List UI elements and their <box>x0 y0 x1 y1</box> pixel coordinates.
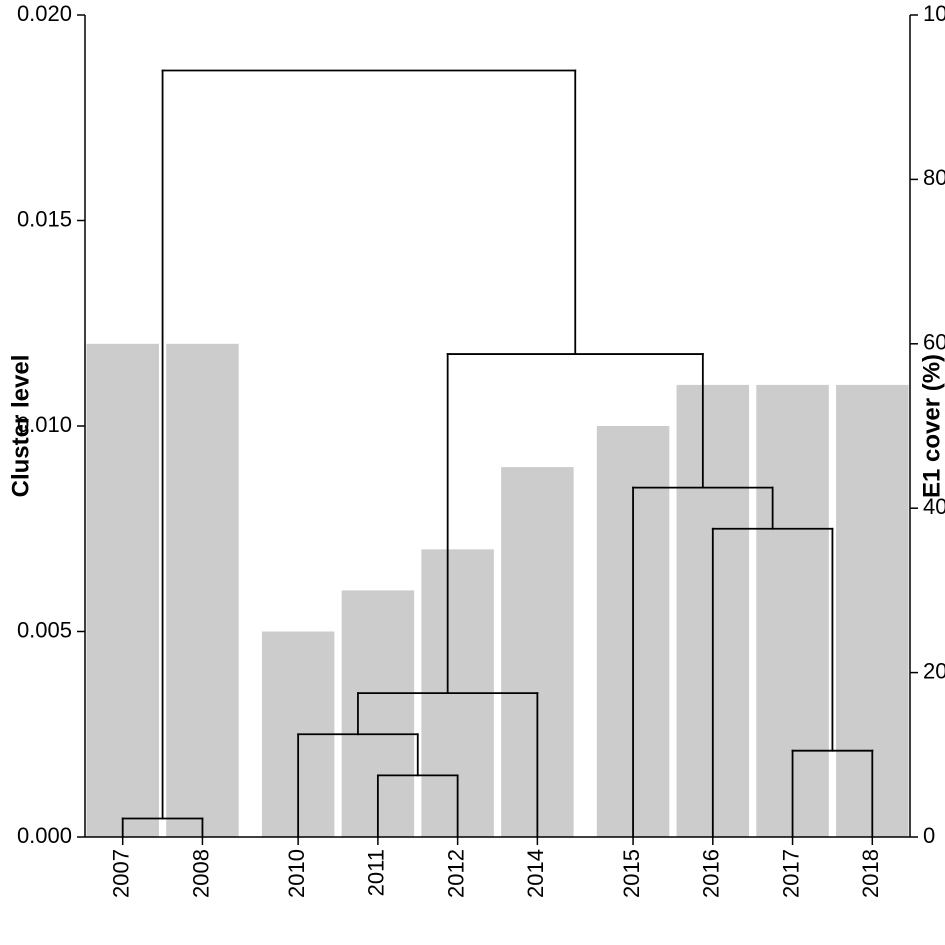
x-tick-label: 2011 <box>364 849 389 896</box>
y-right-axis-title: E1 cover (%) <box>918 354 945 498</box>
x-tick-label: 2012 <box>443 849 468 898</box>
y-left-tick-label: 0.000 <box>17 823 72 848</box>
x-tick-label: 2018 <box>858 849 883 898</box>
y-left-tick-label: 0.005 <box>17 617 72 642</box>
x-tick-label: 2015 <box>619 849 644 898</box>
y-right-tick-label: 0 <box>923 823 935 848</box>
y-right-tick-label: 60 <box>923 330 945 355</box>
y-left-tick-label: 0.015 <box>17 206 72 231</box>
y-left-tick-label: 0.020 <box>17 1 72 26</box>
x-tick-label: 2008 <box>188 849 213 898</box>
x-tick-label: 2016 <box>699 849 724 898</box>
bar <box>166 344 238 837</box>
dendrogram-bar-chart: 0.0000.0050.0100.0150.020020406080100200… <box>0 0 945 945</box>
y-right-tick-label: 20 <box>923 658 945 683</box>
x-tick-label: 2010 <box>284 849 309 898</box>
bar <box>86 344 158 837</box>
y-right-tick-label: 80 <box>923 165 945 190</box>
x-tick-label: 2014 <box>523 849 548 898</box>
x-tick-label: 2017 <box>778 849 803 898</box>
y-left-axis-title: Cluster level <box>7 355 34 498</box>
x-tick-label: 2007 <box>109 849 134 898</box>
y-right-tick-label: 100 <box>923 1 945 26</box>
